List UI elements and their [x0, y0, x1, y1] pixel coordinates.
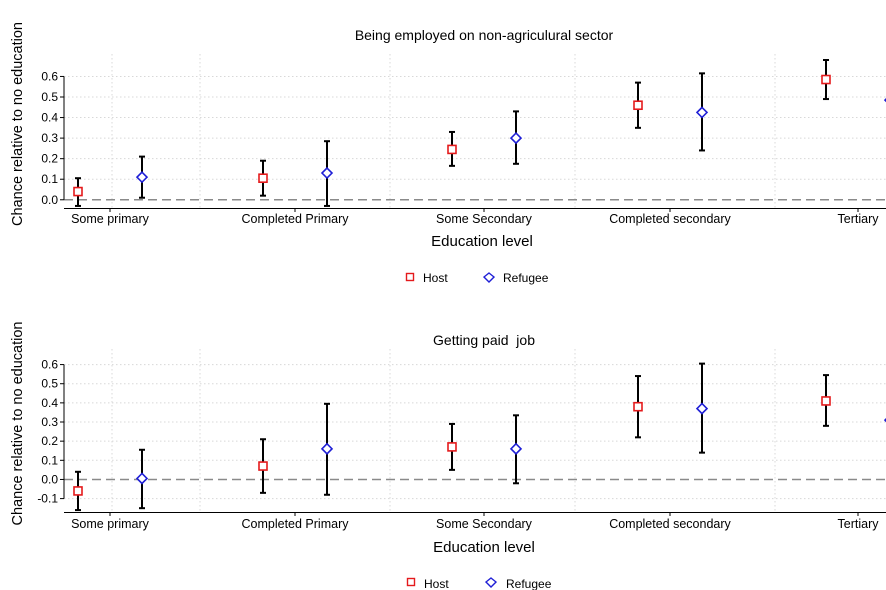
data-point-refugee — [695, 402, 709, 415]
x-tick-label: Some Secondary — [436, 212, 533, 226]
data-point-refugee — [135, 171, 149, 184]
data-point-refugee — [320, 442, 334, 455]
data-point-host — [633, 100, 643, 111]
legend-marker-host — [405, 272, 415, 282]
y-tick-label: 0.3 — [41, 415, 58, 429]
y-tick-label: 0.5 — [41, 90, 58, 104]
chart-title: Getting paid job — [433, 332, 535, 348]
data-point-refugee — [320, 166, 334, 180]
x-tick-label: Completed Primary — [242, 517, 350, 531]
y-axis-label: Chance relative to no education — [10, 22, 26, 226]
chart-marks — [73, 362, 886, 512]
data-point-refugee — [509, 131, 523, 145]
x-tick-label: Some Secondary — [436, 517, 533, 531]
y-tick-label: 0.6 — [41, 69, 58, 83]
legend-label-host: Host — [424, 577, 449, 590]
x-tick-label: Completed Primary — [242, 212, 350, 226]
chart-title: Being employed on non-agriculural sector — [355, 27, 614, 43]
data-point-refugee — [509, 442, 523, 455]
x-tick-label: Some primary — [71, 212, 150, 226]
x-tick-label: Tertiary — [838, 212, 880, 226]
x-axis: Some primary Completed Primary Some Second… — [64, 512, 886, 531]
legend-label-refugee: Refugee — [503, 271, 549, 285]
y-axis-label: Chance relative to no education — [10, 322, 26, 526]
gridlines — [64, 54, 886, 208]
x-tick-label: Some primary — [71, 517, 150, 531]
data-point-host — [821, 396, 831, 406]
legend-marker-refugee — [484, 577, 498, 588]
y-tick-label: 0.2 — [41, 434, 58, 448]
y-tick-label: 0.2 — [41, 152, 58, 166]
data-point-host — [633, 401, 643, 412]
y-tick-label: -0.1 — [37, 492, 58, 506]
chart-marks — [73, 59, 886, 207]
x-tick-label: Completed secondary — [609, 212, 731, 226]
y-tick-label: 0.0 — [41, 193, 58, 207]
data-point-host — [73, 486, 83, 496]
y-tick-label: 0.1 — [41, 453, 58, 467]
y-tick-label: 0.4 — [41, 111, 58, 125]
data-point-host — [258, 461, 268, 471]
data-point-host — [73, 186, 83, 197]
x-tick-label: Tertiary — [838, 517, 880, 531]
x-axis-label: Education level — [433, 539, 535, 556]
y-tick-label: 0.5 — [41, 377, 58, 391]
data-point-refugee — [695, 106, 709, 119]
x-axis-label: Education level — [431, 233, 533, 250]
data-point-refugee — [135, 472, 149, 485]
legend: Host Refugee — [406, 577, 552, 590]
y-tick-label: 0.4 — [41, 396, 58, 410]
y-tick-label: 0.6 — [41, 358, 58, 372]
data-point-host — [258, 173, 268, 183]
chart-panel-employed: Being employed on non-agriculural sector… — [10, 22, 886, 285]
y-tick-label: 0.3 — [41, 131, 58, 145]
x-tick-label: Completed secondary — [609, 517, 731, 531]
y-axis: -0.1 0.0 0.1 0.2 0.3 0.4 0.5 0.6 — [37, 358, 65, 506]
legend-marker-refugee — [482, 272, 496, 283]
legend-label-host: Host — [423, 271, 448, 285]
data-point-host — [447, 442, 457, 452]
gridlines — [64, 349, 886, 512]
legend: Host Refugee — [405, 271, 549, 285]
legend-marker-host — [406, 577, 416, 587]
x-axis: Some primary Completed Primary Some Second… — [64, 208, 886, 226]
data-point-host — [821, 74, 831, 85]
y-axis: 0.0 0.1 0.2 0.3 0.4 0.5 0.6 — [41, 69, 65, 207]
chart-panel-paid-job: Getting paid job -0.1 0.0 0.1 0.2 0.3 0.4 0.5 0… — [10, 322, 886, 590]
data-point-host — [447, 144, 457, 155]
y-tick-label: 0.1 — [41, 172, 58, 186]
y-tick-label: 0.0 — [41, 472, 58, 486]
legend-label-refugee: Refugee — [506, 577, 552, 590]
